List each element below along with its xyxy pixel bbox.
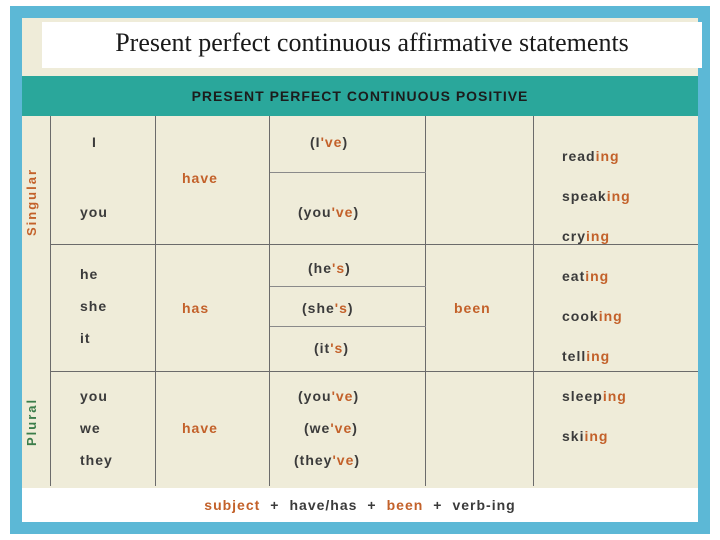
verb-speaking: speaking [562,188,631,204]
footer-formula: subject + have/has + been + verb-ing [22,488,698,522]
pronoun-she: she [80,298,107,314]
contr-youve: (you've) [298,204,359,220]
aux-has: has [182,300,209,316]
verb-reading: reading [562,148,620,164]
grid-hline-1 [50,244,698,245]
slide-frame: Present perfect continuous affirmative s… [10,6,710,534]
contr-its-close: ) [343,340,349,356]
contr-shes: (she's) [302,300,354,316]
slide-title: Present perfect continuous affirmative s… [42,22,702,68]
verb-eating: eating [562,268,609,284]
contr-youve2-open: (you [298,388,332,404]
aux-have-1: have [182,170,218,186]
verb-crying: crying [562,228,610,244]
contr-weve: (we've) [304,420,358,436]
contr-shes-tick: 's [335,300,348,316]
table-header-band: PRESENT PERFECT CONTINUOUS POSITIVE [22,76,698,116]
contr-theyve: (they've) [294,452,360,468]
contr-ive-tick: 've [321,134,343,150]
contr-youve2-tick: 've [332,388,354,404]
contr-youve-close: ) [353,204,359,220]
contr-shes-open: (she [302,300,335,316]
contr-weve-tick: 've [330,420,352,436]
grammar-grid: Singular Plural I you he she it you we t… [22,116,698,486]
pronoun-i: I [92,134,97,150]
formula-havehas: have/has [289,497,357,513]
contr-youve-open: (you [298,204,332,220]
grid-hline-sub-c [270,326,426,327]
contr-weve-close: ) [352,420,358,436]
contr-its-open: (it [314,340,330,356]
verb-sleeping: sleeping [562,388,627,404]
contr-hes-close: ) [345,260,351,276]
contr-theyve-tick: 've [332,452,354,468]
pronoun-you-pl: you [80,388,108,404]
contr-youve-pl: (you've) [298,388,359,404]
grid-hline-2 [50,371,698,372]
aux-been: been [454,300,491,316]
grid-col-5 [534,116,698,486]
formula-verbing: verb-ing [452,497,515,513]
pronoun-it: it [80,330,91,346]
contr-its-tick: 's [330,340,343,356]
contr-hes: (he's) [308,260,351,276]
contr-theyve-open: (they [294,452,332,468]
pronoun-he: he [80,266,98,282]
contr-ive-open: (I [310,134,321,150]
formula-plus-1: + [270,497,279,513]
label-plural: Plural [24,422,39,446]
contr-hes-open: (he [308,260,332,276]
contr-theyve-close: ) [354,452,360,468]
contr-youve-tick: 've [332,204,354,220]
aux-have-2: have [182,420,218,436]
grid-hline-sub-a [270,172,426,173]
pronoun-you: you [80,204,108,220]
verb-telling: telling [562,348,610,364]
verb-cooking: cooking [562,308,623,324]
contr-ive: (I've) [310,134,348,150]
formula-subject: subject [204,497,260,513]
grid-hline-sub-b [270,286,426,287]
verb-skiing: skiing [562,428,608,444]
contr-ive-close: ) [342,134,348,150]
formula-plus-3: + [433,497,442,513]
contr-its: (it's) [314,340,349,356]
pronoun-they: they [80,452,113,468]
formula-been: been [387,497,424,513]
contr-youve2-close: ) [353,388,359,404]
label-singular: Singular [24,212,39,236]
formula-plus-2: + [367,497,376,513]
contr-shes-close: ) [348,300,354,316]
contr-hes-tick: 's [332,260,345,276]
pronoun-we: we [80,420,101,436]
contr-weve-open: (we [304,420,330,436]
